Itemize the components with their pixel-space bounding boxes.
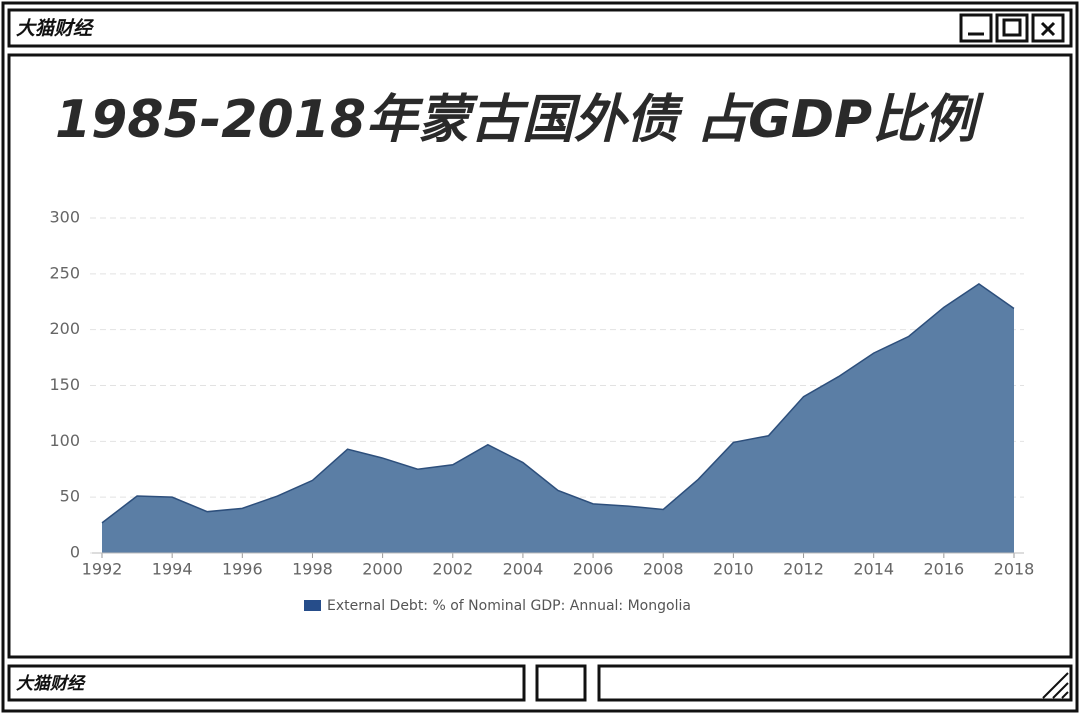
window-buttons[interactable]	[959, 13, 1065, 43]
x-tick-label: 2018	[994, 560, 1035, 579]
x-tick-label: 1998	[292, 560, 333, 579]
x-tick-label: 2014	[853, 560, 894, 579]
y-tick-label: 100	[49, 431, 80, 450]
x-tick-label: 2004	[503, 560, 544, 579]
legend-swatch	[304, 600, 321, 611]
minimize-button[interactable]	[959, 13, 993, 43]
y-tick-label: 150	[49, 375, 80, 394]
x-tick-label: 2008	[643, 560, 684, 579]
x-tick-label: 2012	[783, 560, 824, 579]
maximize-icon	[1002, 18, 1022, 37]
x-tick-label: 2002	[432, 560, 473, 579]
footer-bar	[597, 664, 1073, 702]
window-title: 大猫财经	[16, 18, 95, 40]
resize-grip	[1042, 672, 1069, 699]
x-tick-label: 1992	[82, 560, 123, 579]
footer-bar	[7, 664, 526, 702]
y-tick-label: 0	[70, 543, 80, 562]
y-tick-label: 50	[60, 487, 80, 506]
x-tick-label: 1994	[152, 560, 193, 579]
area	[102, 283, 1014, 553]
chart-title: 1985-2018年蒙古国外债 占GDP比例	[55, 90, 984, 150]
title-bar	[7, 8, 1073, 48]
x-tick-label: 2006	[573, 560, 614, 579]
footer-title: 大猫财经	[16, 674, 86, 694]
x-tick-label: 2000	[362, 560, 403, 579]
x-tick-label: 2016	[923, 560, 964, 579]
area-line	[101, 282, 1015, 524]
y-tick-label: 200	[49, 319, 80, 338]
close-icon	[1040, 21, 1056, 37]
y-tick-label: 300	[49, 208, 80, 227]
x-tick-label: 1996	[222, 560, 263, 579]
x-tick-label: 2010	[713, 560, 754, 579]
footer-box	[535, 664, 587, 702]
y-tick-label: 250	[49, 263, 80, 282]
legend-label: External Debt: % of Nominal GDP: Annual:…	[327, 598, 691, 614]
